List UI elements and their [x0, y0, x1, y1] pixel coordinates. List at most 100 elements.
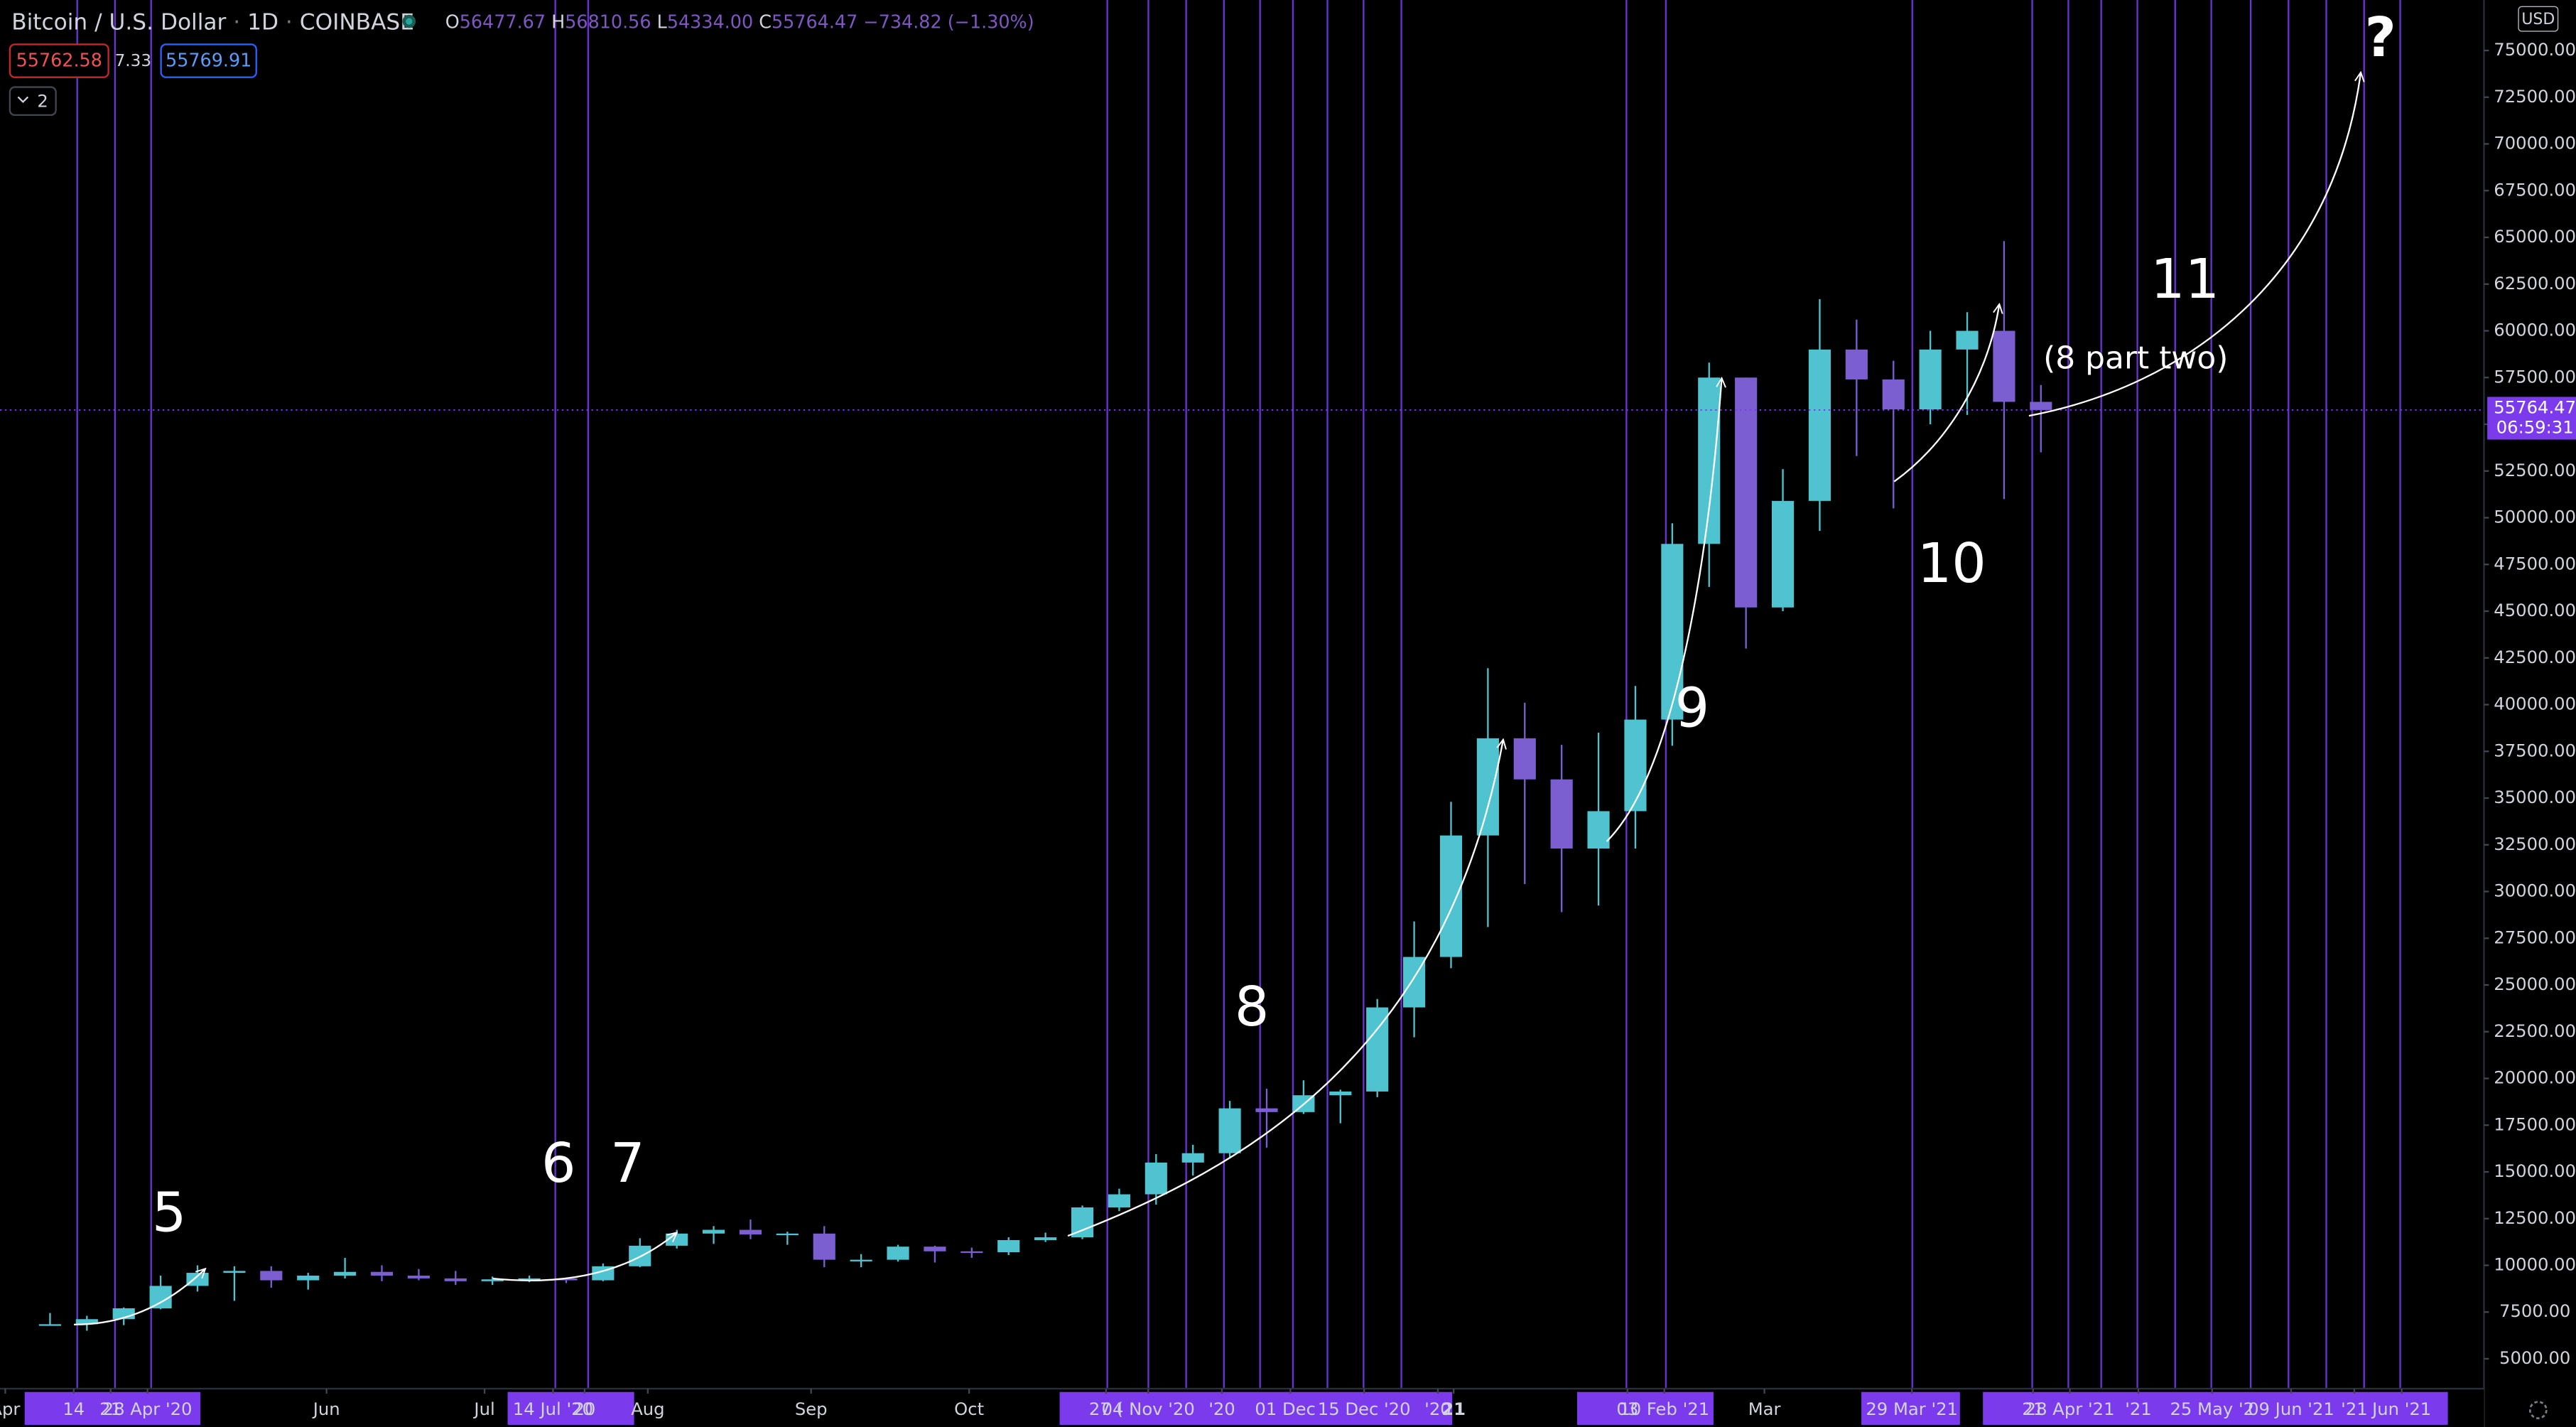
last-price-box — [2487, 397, 2576, 440]
ohlc-value: 56810.56 — [565, 11, 651, 32]
sell-price[interactable]: 55762.58 — [16, 50, 102, 71]
candle-body — [1808, 349, 1831, 501]
candle-body — [334, 1271, 357, 1276]
x-tick-label: '20 — [1424, 1399, 1451, 1419]
trend-arrows — [74, 72, 2361, 1326]
ohlc-key: O — [445, 11, 460, 32]
y-tick-label: 37500.00 — [2494, 740, 2576, 760]
arrow — [74, 1269, 205, 1326]
last-price: 55764.47 — [2494, 397, 2576, 418]
candle-body — [1919, 349, 1942, 409]
y-tick-label: 50000.00 — [2494, 507, 2576, 527]
annotation: 11 — [2150, 247, 2219, 311]
candle-body — [813, 1233, 835, 1260]
x-tick-label: Apr — [0, 1399, 20, 1419]
highlight — [1861, 1391, 1960, 1425]
y-axis: 5000.00 7500.00 10000.00 12500.00 15000.00 17… — [2484, 39, 2576, 1368]
arrow — [1067, 740, 1503, 1237]
x-tick-label: 14 Jul '20 — [513, 1399, 593, 1419]
x-tick-label: '20 — [1208, 1399, 1235, 1419]
spread: 7.33 — [115, 52, 151, 70]
y-tick-label: 10000.00 — [2494, 1254, 2576, 1275]
x-tick-label: '21 — [2341, 1399, 2368, 1419]
exchange: COINBASE — [300, 9, 414, 35]
sell-button[interactable] — [9, 43, 109, 78]
ohlc-value: 55764.47 — [772, 11, 857, 32]
y-tick-label: 60000.00 — [2494, 320, 2576, 340]
candle-body — [1439, 835, 1463, 957]
ohlc-key: L — [657, 11, 668, 32]
arrow — [1606, 378, 1722, 842]
highlight — [24, 1391, 201, 1425]
ohlc-gap — [546, 11, 551, 32]
y-tick-label: 65000.00 — [2494, 226, 2576, 247]
x-tick-label: Sep — [795, 1399, 828, 1419]
y-tick-label: 35000.00 — [2494, 787, 2576, 807]
y-tick-label: 52500.00 — [2494, 460, 2576, 480]
x-tick-label: 01 Dec ' — [1255, 1399, 1326, 1419]
annotation: 7 — [610, 1131, 645, 1195]
indicators-toggle[interactable] — [9, 86, 57, 117]
candle-body — [850, 1259, 872, 1261]
candle-body — [1587, 811, 1610, 849]
candle-body — [297, 1275, 320, 1281]
candle-body — [1956, 330, 1979, 350]
y-tick-label: 5000.00 — [2499, 1347, 2570, 1368]
x-tick-label: 21 — [99, 1399, 121, 1419]
buy-button[interactable] — [160, 43, 257, 78]
candle-body — [1735, 377, 1758, 608]
y-tick-label: 20000.00 — [2494, 1067, 2576, 1088]
y-tick-label: 70000.00 — [2494, 133, 2576, 154]
price-axis — [2484, 0, 2576, 1427]
ohlc-key: H — [551, 11, 565, 32]
candle-body — [776, 1233, 799, 1236]
ohlc-value: 54334.00 — [667, 11, 753, 32]
vertical-lines — [76, 0, 2401, 1389]
candle-body — [1181, 1153, 1204, 1163]
time-highlights — [24, 1391, 2448, 1425]
annotation: 5 — [152, 1180, 187, 1244]
candle-body — [1771, 500, 1795, 608]
currency: USD — [2521, 11, 2555, 28]
y-tick-label: 7500.00 — [2499, 1301, 2570, 1321]
y-tick-label: 17500.00 — [2494, 1114, 2576, 1134]
annotation: 6 — [541, 1131, 576, 1195]
y-tick-label: 12500.00 — [2494, 1207, 2576, 1228]
buy-price[interactable]: 55769.91 — [166, 50, 251, 71]
y-tick-label: 67500.00 — [2494, 179, 2576, 200]
candle-body — [960, 1251, 983, 1254]
currency-tag — [2518, 6, 2559, 32]
y-tick-label: 22500.00 — [2494, 1021, 2576, 1041]
x-tick-label: Oct — [954, 1399, 984, 1419]
annotation: 8 — [1235, 975, 1270, 1038]
candle-body — [518, 1278, 541, 1281]
candle-body — [186, 1273, 209, 1286]
ohlc-value: 56477.67 — [460, 11, 546, 32]
y-tick-label: 30000.00 — [2494, 881, 2576, 901]
y-tick-label: 27500.00 — [2494, 927, 2576, 947]
candle-body — [75, 1319, 98, 1325]
candle-body — [1698, 377, 1721, 544]
y-tick-label: 40000.00 — [2494, 694, 2576, 714]
x-tick-label: 03 — [1616, 1399, 1638, 1419]
highlight — [1059, 1391, 1453, 1425]
market-status-dot — [406, 18, 413, 25]
x-tick-label: 27 ( — [1089, 1399, 1123, 1419]
ohlc-gap — [753, 11, 759, 32]
x-tick-label: 29 Mar '21 — [1866, 1399, 1958, 1419]
separator: · — [278, 9, 300, 35]
candle-body — [1513, 738, 1536, 780]
candle-body — [887, 1246, 909, 1260]
ohlc-legend: O56477.67 H56810.56 L54334.00 C55764.47 … — [445, 11, 1034, 32]
candle-body — [924, 1246, 946, 1251]
candle-body — [1034, 1237, 1057, 1241]
indicators-count[interactable]: 2 — [37, 90, 48, 111]
x-tick-label: Mar — [1748, 1399, 1781, 1419]
candle-body — [739, 1229, 762, 1235]
candle-body — [1845, 349, 1868, 379]
settings-icon[interactable] — [2528, 1401, 2548, 1420]
x-tick-label: 25 May '2 — [2170, 1399, 2254, 1419]
x-tick-label: 15 Dec '20 — [1318, 1399, 1411, 1419]
